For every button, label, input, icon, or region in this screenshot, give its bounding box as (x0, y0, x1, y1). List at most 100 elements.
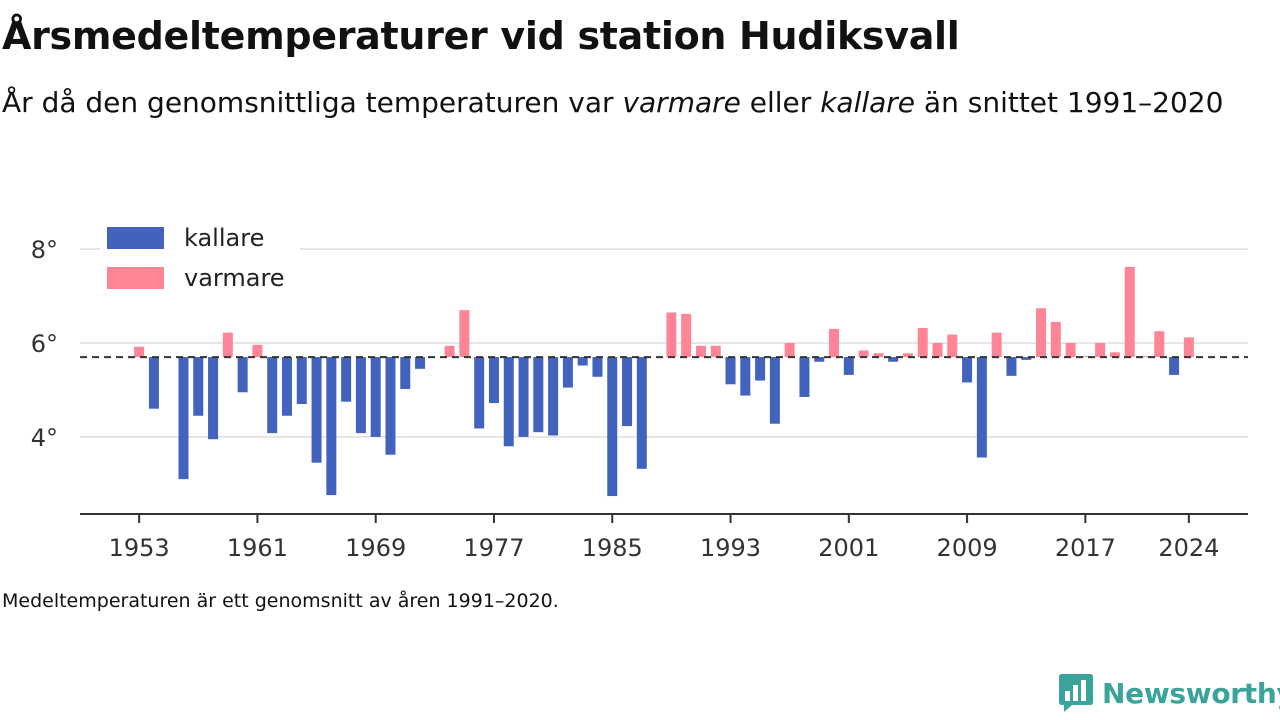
bar-1956 (178, 357, 189, 480)
legend-swatch-varmare (107, 267, 164, 289)
bar-1957 (193, 357, 204, 416)
bar-1954 (148, 357, 159, 409)
bar-1966 (326, 357, 337, 496)
bar-2011 (991, 332, 1002, 358)
bar-2003 (873, 353, 884, 358)
bar-1969 (370, 357, 381, 437)
bar-2021 (1139, 356, 1150, 358)
bar-1998 (799, 357, 810, 397)
bar-1999 (814, 357, 825, 362)
bar-1965 (311, 357, 322, 463)
x-tick-label: 1961 (227, 534, 288, 562)
bar-2022 (1154, 331, 1165, 358)
bar-1987 (636, 357, 647, 469)
newsworthy-chart-icon (1059, 674, 1093, 712)
bar-1984 (592, 357, 603, 377)
bar-2010 (976, 357, 987, 458)
bar-1994 (740, 357, 751, 396)
legend-label-kallare: kallare (184, 224, 264, 252)
legend-label-varmare: varmare (184, 264, 285, 292)
bar-2013 (1021, 357, 1032, 360)
x-tick-label: 2001 (818, 534, 879, 562)
bar-1977 (488, 357, 499, 404)
bar-1961 (252, 344, 263, 358)
y-tick-label: 6° (31, 330, 58, 358)
bar-2006 (917, 327, 928, 358)
bar-1975 (459, 310, 470, 358)
bar-2024 (1183, 337, 1194, 358)
bar-1981 (548, 357, 559, 436)
bars (134, 266, 1194, 497)
legend-swatch-kallare (107, 227, 164, 249)
bar-1963 (281, 357, 292, 416)
bar-1953 (134, 346, 145, 358)
bar-1964 (296, 357, 307, 405)
bar-2005 (902, 353, 913, 358)
bar-1967 (341, 357, 352, 402)
bar-1990 (681, 313, 692, 358)
bar-1980 (533, 357, 544, 433)
x-tick-label: 1985 (582, 534, 643, 562)
bar-1991 (695, 345, 706, 358)
x-tick-label: 1977 (463, 534, 524, 562)
x-tick-label: 1953 (109, 534, 170, 562)
bar-1985 (607, 357, 618, 497)
temperature-bar-chart: 4° 6° 8° 1953 1961 1969 1977 1985 1993 2001 2009 20… (31, 220, 1248, 562)
chart-title: Årsmedeltemperaturer vid station Hudiksv… (2, 14, 960, 58)
bar-1995 (755, 357, 766, 381)
axes: 4° 6° 8° 1953 1961 1969 1977 1985 1993 2001 2009 20… (31, 236, 1248, 562)
y-tick-label: 8° (31, 236, 58, 264)
bar-1993 (725, 357, 736, 385)
subtitle-text-start: År då den genomsnittliga temperaturen va… (2, 86, 623, 119)
bar-2004 (888, 357, 899, 362)
bar-1960 (237, 357, 248, 393)
bar-2019 (1109, 352, 1120, 358)
subtitle-warmer-word: varmare (622, 86, 741, 119)
bar-1974 (444, 345, 455, 358)
bar-1968 (355, 357, 366, 434)
bar-2000 (829, 328, 840, 358)
bar-1979 (518, 357, 529, 437)
legend: kallare varmare (100, 220, 300, 300)
bar-1996 (769, 357, 780, 424)
bar-2018 (1095, 342, 1106, 358)
chart-subtitle: År då den genomsnittliga temperaturen va… (2, 82, 1242, 124)
x-tick-label: 2024 (1158, 534, 1219, 562)
subtitle-text-middle: eller (740, 86, 821, 119)
bar-2020 (1124, 266, 1135, 358)
subtitle-text-end: än snittet 1991–2020 (915, 86, 1224, 119)
x-tick-label: 1969 (345, 534, 406, 562)
bar-2008 (947, 334, 958, 358)
bar-2023 (1169, 357, 1180, 375)
bar-2007 (932, 342, 943, 358)
bar-2002 (858, 350, 869, 358)
bar-1986 (622, 357, 633, 427)
bar-1972 (415, 357, 426, 369)
bar-1982 (562, 357, 573, 388)
bar-1971 (400, 357, 411, 389)
chart-caption: Medeltemperaturen är ett genomsnitt av å… (2, 590, 559, 612)
bar-1989 (666, 312, 677, 358)
bar-1992 (710, 345, 721, 358)
bar-1959 (222, 332, 233, 358)
bar-1976 (474, 357, 485, 429)
bar-1983 (577, 357, 588, 366)
newsworthy-logo: Newsworthy (1058, 672, 1280, 714)
y-tick-label: 4° (31, 424, 58, 452)
bar-1970 (385, 357, 396, 455)
bar-2014 (1036, 308, 1047, 358)
bar-2017 (1080, 356, 1091, 358)
newsworthy-wordmark: Newsworthy (1102, 676, 1280, 710)
bar-1962 (267, 357, 278, 434)
bar-1978 (503, 357, 514, 447)
bar-2009 (962, 357, 973, 383)
bar-2015 (1050, 321, 1061, 358)
bar-1997 (784, 342, 795, 358)
bar-2012 (1006, 357, 1017, 376)
bar-2001 (843, 357, 854, 375)
subtitle-colder-word: kallare (820, 86, 916, 119)
bar-1958 (208, 357, 219, 440)
x-tick-label: 2017 (1055, 534, 1116, 562)
bar-2016 (1065, 342, 1076, 358)
x-tick-label: 1993 (700, 534, 761, 562)
